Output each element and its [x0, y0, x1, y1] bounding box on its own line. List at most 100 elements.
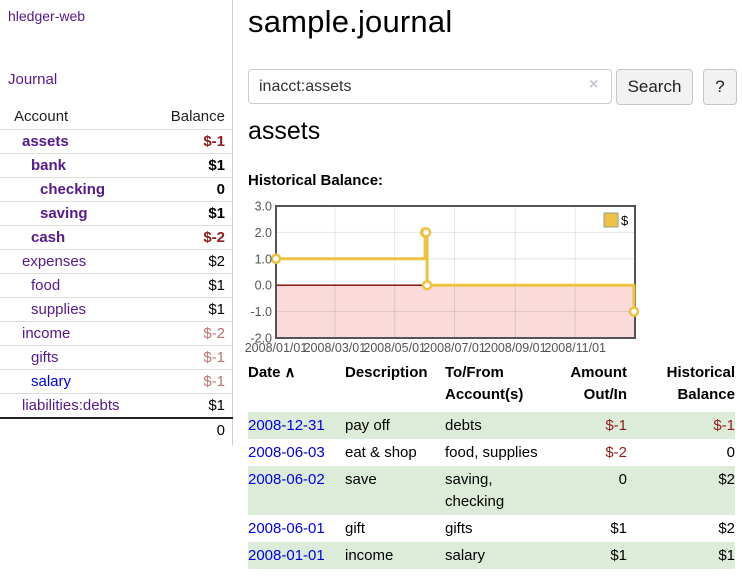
- transaction-row: 2008-06-03 eat & shop food, supplies $-2…: [248, 439, 735, 466]
- account-row-supplies: supplies $1: [0, 297, 233, 322]
- account-row-bank: bank $1: [0, 153, 233, 178]
- account-link[interactable]: liabilities:debts: [22, 397, 120, 414]
- transaction-date-link[interactable]: 2008-06-02: [248, 471, 325, 488]
- svg-text:-2.0: -2.0: [250, 332, 272, 346]
- date-column-header[interactable]: Date ∧: [248, 362, 345, 412]
- search-input[interactable]: [248, 69, 612, 104]
- account-link[interactable]: expenses: [22, 253, 87, 270]
- account-balance: $-2: [153, 225, 233, 250]
- accounts-table-header: Account Balance: [0, 104, 233, 130]
- main-content: sample.journal × Search ? assets Histori…: [245, 0, 742, 582]
- sidebar-item-journal[interactable]: Journal: [8, 71, 58, 88]
- transaction-date-link[interactable]: 2008-06-03: [248, 444, 325, 461]
- transaction-description: pay off: [345, 417, 390, 434]
- amount-column-header: Amount Out/In: [570, 364, 627, 403]
- account-link[interactable]: assets: [22, 133, 69, 150]
- transaction-balance: $2: [718, 471, 735, 488]
- accounts-total-row: 0: [0, 417, 233, 442]
- transaction-date-link[interactable]: 2008-06-01: [248, 520, 325, 537]
- account-balance: $1: [153, 297, 233, 322]
- account-balance: $-1: [153, 345, 233, 370]
- account-link[interactable]: food: [31, 277, 61, 294]
- svg-text:2008/09/01: 2008/09/01: [484, 341, 547, 355]
- tofrom-column-header: To/From Account(s): [445, 364, 524, 403]
- account-link[interactable]: checking: [40, 181, 106, 198]
- account-heading: assets: [248, 117, 321, 145]
- transaction-date-link[interactable]: 2008-12-31: [248, 417, 325, 434]
- sidebar: hledger-web Journal Account Balance asse…: [0, 0, 233, 445]
- historical-balance-chart: $3.0 2.0 1.0 0.0 -1.0 -2.0 2008/01/01 2008/03/0…: [245, 200, 742, 358]
- transaction-amount: $1: [610, 520, 627, 537]
- help-button[interactable]: ?: [703, 69, 737, 105]
- svg-text:-1.0: -1.0: [250, 305, 272, 319]
- account-row-salary: salary $-1: [0, 369, 233, 394]
- svg-text:2.0: 2.0: [255, 226, 272, 240]
- account-balance: $1: [153, 201, 233, 226]
- svg-text:2008/07/01: 2008/07/01: [423, 341, 486, 355]
- account-balance: $1: [153, 273, 233, 298]
- transaction-accounts: gifts: [445, 520, 473, 537]
- account-link[interactable]: saving: [40, 205, 88, 222]
- transaction-balance: $1: [718, 547, 735, 564]
- account-row-expenses: expenses $2: [0, 249, 233, 274]
- account-row-income: income $-2: [0, 321, 233, 346]
- account-balance: $-1: [153, 369, 233, 394]
- svg-text:1.0: 1.0: [255, 252, 272, 266]
- clear-search-icon[interactable]: ×: [589, 76, 599, 93]
- account-link[interactable]: cash: [31, 229, 66, 246]
- account-balance: $2: [153, 249, 233, 274]
- account-link[interactable]: income: [22, 325, 71, 342]
- account-row-cash: cash $-2: [0, 225, 233, 250]
- account-balance: $1: [153, 153, 233, 178]
- transaction-row: 2008-01-01 income salary $1 $1: [248, 542, 735, 569]
- transaction-accounts: saving, checking: [445, 471, 505, 510]
- accounts-table: Account Balance assets $-1 bank $1 check…: [0, 104, 233, 442]
- transaction-row: 2008-12-31 pay off debts $-1 $-1: [248, 412, 735, 439]
- search-form: × Search ?: [248, 69, 742, 105]
- date-header-label: Date: [248, 364, 281, 381]
- svg-text:2008/03/01: 2008/03/01: [304, 341, 367, 355]
- balance-column-header: Balance: [153, 104, 233, 130]
- transaction-amount: $-2: [605, 444, 627, 461]
- svg-text:2008/01/01: 2008/01/01: [245, 341, 308, 355]
- svg-text:2008/05/01: 2008/05/01: [363, 341, 426, 355]
- account-balance: 0: [153, 177, 233, 202]
- accounts-total-value: 0: [153, 417, 233, 442]
- account-balance: $-1: [153, 129, 233, 154]
- transaction-description: gift: [345, 520, 366, 537]
- transaction-description: eat & shop: [345, 444, 417, 461]
- app-brand-link[interactable]: hledger-web: [8, 8, 86, 24]
- page-title: sample.journal: [248, 4, 453, 39]
- transaction-description: income: [345, 547, 394, 564]
- svg-text:0.0: 0.0: [255, 279, 272, 293]
- account-row-saving: saving $1: [0, 201, 233, 226]
- account-link[interactable]: salary: [31, 373, 72, 390]
- register-header-row: Date ∧ Description To/From Account(s) Amo…: [248, 362, 735, 412]
- svg-text:3.0: 3.0: [255, 200, 272, 214]
- account-row-assets: assets $-1: [0, 129, 233, 154]
- svg-text:$: $: [621, 213, 629, 228]
- balance-column-header: Historical Balance: [666, 364, 735, 403]
- transaction-accounts: salary: [445, 547, 486, 564]
- transaction-row: 2008-06-02 save saving, checking 0 $2: [248, 466, 735, 515]
- account-row-checking: checking 0: [0, 177, 233, 202]
- account-link[interactable]: bank: [31, 157, 67, 174]
- account-row-food: food $1: [0, 273, 233, 298]
- account-link[interactable]: gifts: [31, 349, 59, 366]
- transaction-balance: 0: [726, 444, 735, 461]
- chart-title: Historical Balance:: [248, 172, 384, 189]
- transaction-accounts: debts: [445, 417, 482, 434]
- transaction-amount: $-1: [605, 417, 627, 434]
- transaction-description: save: [345, 471, 377, 488]
- transaction-amount: 0: [618, 471, 627, 488]
- account-row-gifts: gifts $-1: [0, 345, 233, 370]
- transaction-accounts: food, supplies: [445, 444, 538, 461]
- account-column-header: Account: [0, 104, 154, 130]
- sort-asc-icon: ∧: [284, 364, 296, 381]
- chart-legend: $: [603, 212, 629, 228]
- transaction-date-link[interactable]: 2008-01-01: [248, 547, 325, 564]
- account-link[interactable]: supplies: [31, 301, 87, 318]
- transaction-balance: $2: [718, 520, 735, 537]
- account-balance: $-2: [153, 321, 233, 346]
- search-button[interactable]: Search: [616, 69, 693, 105]
